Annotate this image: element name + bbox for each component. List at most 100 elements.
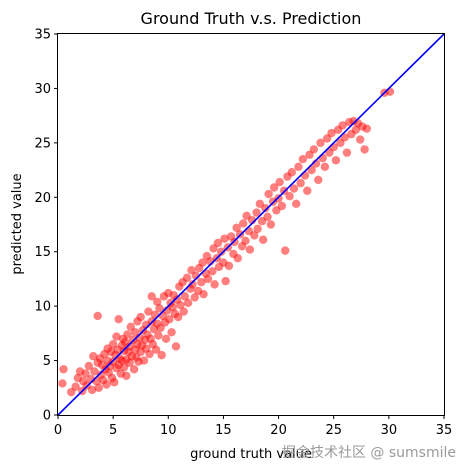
x-tick-label: 0 [54,423,62,438]
data-point [241,236,250,246]
data-point [123,330,132,339]
reference-line [57,33,445,416]
data-point [198,258,207,267]
data-point [277,201,287,211]
y-tick-label: 5 [43,354,51,369]
data-point [309,145,319,154]
y-tick-label: 15 [34,245,51,260]
data-point [71,382,80,391]
y-axis-ticks: 0 5 10 15 20 25 30 35 [34,28,58,424]
data-point [144,307,153,316]
data-point [318,153,327,163]
data-point [307,165,316,175]
data-point [287,168,297,177]
data-point [331,156,341,165]
data-point [84,361,94,371]
data-point [81,369,90,378]
data-point [385,87,395,96]
data-point [342,148,352,157]
data-point [266,220,276,229]
data-point [261,203,270,213]
y-tick-label: 10 [34,300,51,315]
data-point [340,133,349,142]
reference-line-layer [57,33,445,416]
data-point [129,365,139,374]
scatter-points [58,87,395,397]
x-axis-label: ground truth value [190,447,312,462]
data-point [292,199,301,209]
data-point [203,274,213,284]
data-point [171,342,181,351]
data-point [182,273,192,283]
data-point [239,219,248,228]
data-point [208,267,217,276]
y-tick-label: 0 [43,409,51,424]
data-point [59,365,68,374]
data-point [188,280,197,289]
y-tick-label: 25 [34,136,51,151]
data-point [300,171,310,180]
data-point [314,175,323,185]
data-point [155,304,164,313]
chart-title: Ground Truth v.s. Prediction [141,9,362,28]
data-point [190,293,199,302]
data-point [87,385,97,395]
data-point [110,378,119,387]
data-point [245,245,255,254]
data-point [176,300,185,310]
data-point [94,383,104,392]
data-point [264,189,273,199]
data-point [294,162,303,172]
plot-frame [57,33,445,416]
data-point [233,254,242,263]
x-tick-label: 20 [270,423,287,438]
data-point [252,208,261,217]
data-point [320,162,330,172]
data-point [114,315,123,324]
data-point [303,186,312,195]
data-point [285,192,294,201]
data-point [165,315,174,324]
data-point [145,349,154,359]
data-point [221,276,230,286]
data-point [168,303,177,312]
y-axis-label: predicted value [10,173,25,274]
x-tick-label: 25 [325,423,342,438]
data-point [355,135,365,144]
data-point [250,231,259,240]
x-tick-label: 30 [381,423,398,438]
data-point [161,334,171,343]
data-point [93,311,102,321]
data-point [147,292,156,301]
data-point [316,138,325,148]
data-point [258,235,268,244]
data-point [112,332,121,341]
data-point [151,345,161,354]
data-point [122,371,131,381]
y-tick-label: 20 [34,191,51,206]
data-point [360,145,369,154]
data-point [102,380,111,389]
y-tick-label: 30 [34,82,51,97]
x-tick-label: 15 [215,423,232,438]
x-tick-label: 10 [160,423,177,438]
data-point [263,212,272,222]
x-axis-ticks: 0 5 10 15 20 25 30 35 [54,415,452,438]
data-point [183,298,193,308]
data-point [167,328,176,337]
data-point [90,367,99,376]
data-point [139,356,149,365]
data-point [180,292,190,301]
watermark-text: 掘金技术社区 @ sumsmile [282,445,456,461]
data-point [153,297,162,306]
x-tick-label: 35 [436,423,453,438]
data-point [58,379,67,388]
y-tick-label: 35 [34,28,51,43]
data-point [224,261,234,271]
data-point [338,121,347,130]
x-tick-label: 5 [109,423,117,438]
data-point [213,238,223,248]
data-point [298,154,308,164]
data-point [232,223,241,232]
